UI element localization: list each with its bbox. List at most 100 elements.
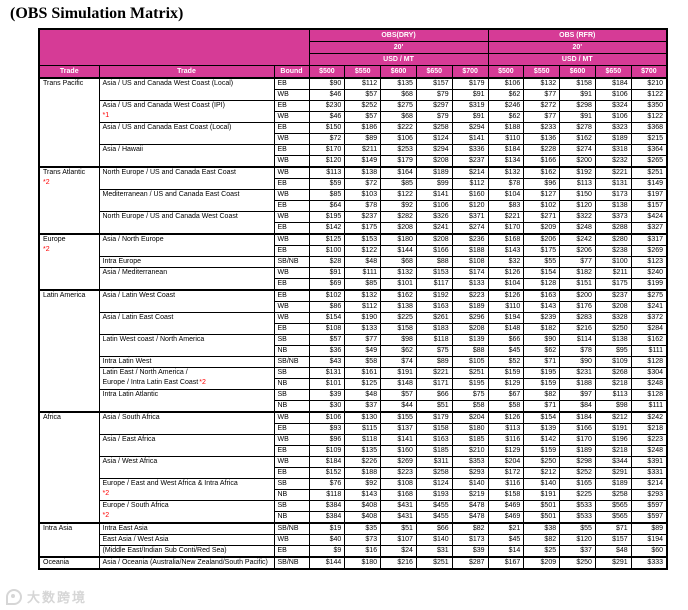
rate-cell-rfr: $251 xyxy=(630,166,668,179)
rate-cell-dry: $68 xyxy=(380,89,417,101)
rate-cell-rfr: $200 xyxy=(559,155,596,168)
table-row: Europe / East and West Africa & Intra Af… xyxy=(39,478,668,501)
rate-cell-rfr: $196 xyxy=(594,434,632,446)
rate-cell-dry: $214 xyxy=(451,166,489,179)
rate-cell-dry: $75 xyxy=(451,389,489,401)
trade-group-cell: Africa xyxy=(38,411,100,524)
rate-cell-rfr: $48 xyxy=(594,545,632,558)
rate-cell-rfr: $170 xyxy=(559,434,596,446)
rate-cell-rfr: $501 xyxy=(523,511,561,524)
rate-cell-rfr: $157 xyxy=(594,534,632,546)
rate-cell-dry: $155 xyxy=(380,411,417,424)
rate-cell-dry: $180 xyxy=(380,233,417,246)
rate-cell-rfr: $149 xyxy=(630,178,668,190)
rate-cell-rfr: $138 xyxy=(594,200,632,212)
header-unit-rfr: USD / MT xyxy=(487,53,668,66)
rate-cell-dry: $141 xyxy=(415,189,453,201)
rate-cell-rfr: $206 xyxy=(523,233,561,246)
obs-simulation-matrix-table: OBS(DRY) OBS (RFR) 20' 20' USD / MT USD … xyxy=(38,28,668,570)
rate-cell-rfr: $597 xyxy=(630,500,668,512)
rate-cell-rfr: $197 xyxy=(630,189,668,201)
header-price: $600 xyxy=(380,65,417,79)
rate-cell-rfr: $106 xyxy=(594,89,632,101)
rate-cell-rfr: $143 xyxy=(487,245,525,257)
header-price: $500 xyxy=(487,65,525,79)
table-row: Intra Latin West SB/NB $43 $58 $74 $89 $105 $52… xyxy=(39,356,668,368)
table-header: OBS(DRY) OBS (RFR) 20' 20' USD / MT USD … xyxy=(38,28,668,79)
rate-cell-rfr: $239 xyxy=(523,312,561,324)
rate-cell-dry: $118 xyxy=(344,434,382,446)
rate-cell-rfr: $271 xyxy=(523,211,561,223)
rate-cell-dry: $186 xyxy=(344,122,382,134)
rate-cell-dry: $72 xyxy=(344,178,382,190)
rate-cell-dry: $142 xyxy=(308,222,346,235)
rate-cell-dry: $174 xyxy=(451,267,489,279)
bound-cell: EB xyxy=(273,77,310,90)
rate-cell-dry: $130 xyxy=(344,411,382,424)
bound-cell: SB/NB xyxy=(273,522,310,535)
rate-cell-dry: $107 xyxy=(380,534,417,546)
rate-cell-rfr: $283 xyxy=(559,312,596,324)
bound-cell: WB xyxy=(273,89,310,101)
trade-note: *2 xyxy=(199,379,206,386)
rate-cell-dry: $48 xyxy=(344,389,382,401)
rate-cell-rfr: $288 xyxy=(594,222,632,235)
table-row: Latin West coast / North America SB $57 $77… xyxy=(39,334,668,357)
header-price: $600 xyxy=(559,65,596,79)
rate-cell-rfr: $129 xyxy=(487,378,525,390)
rate-cell-rfr: $55 xyxy=(523,256,561,268)
rate-cell-dry: $112 xyxy=(344,301,382,313)
rate-cell-dry: $170 xyxy=(308,144,346,156)
bound-cell: WB xyxy=(273,111,310,123)
rate-cell-rfr: $25 xyxy=(523,545,561,558)
trade-cell: Asia / Hawaii xyxy=(98,144,275,168)
rate-cell-dry: $85 xyxy=(344,278,382,291)
rate-cell-rfr: $250 xyxy=(594,323,632,335)
rate-cell-rfr: $109 xyxy=(594,356,632,368)
rate-cell-rfr: $58 xyxy=(487,400,525,413)
rate-cell-dry: $353 xyxy=(451,456,489,468)
rate-cell-rfr: $364 xyxy=(630,144,668,156)
rate-cell-rfr: $126 xyxy=(487,289,525,302)
rate-cell-dry: $148 xyxy=(380,378,417,390)
rate-cell-dry: $408 xyxy=(344,511,382,524)
rate-cell-rfr: $368 xyxy=(630,122,668,134)
rate-cell-rfr: $126 xyxy=(487,411,525,424)
rate-cell-dry: $221 xyxy=(415,367,453,379)
trade-cell: East Asia / West Asia xyxy=(98,534,275,546)
rate-cell-rfr: $208 xyxy=(594,301,632,313)
bound-cell: WB xyxy=(273,267,310,279)
rate-cell-dry: $78 xyxy=(344,200,382,212)
rate-cell-dry: $35 xyxy=(344,522,382,535)
rate-cell-rfr: $126 xyxy=(487,267,525,279)
trade-note: *2 xyxy=(102,512,110,519)
rate-cell-dry: $125 xyxy=(344,378,382,390)
table-row: EB $109 $135 $160 $185 $210 $129 $159 $189 $218 $2… xyxy=(39,445,668,457)
rate-cell-dry: $115 xyxy=(344,423,382,435)
rate-cell-rfr: $67 xyxy=(487,389,525,401)
rate-cell-rfr: $90 xyxy=(559,356,596,368)
rate-cell-dry: $294 xyxy=(451,122,489,134)
rate-cell-dry: $124 xyxy=(415,133,453,145)
watermark-text: 大数跨境 xyxy=(27,590,88,605)
rate-cell-rfr: $252 xyxy=(559,467,596,479)
rate-cell-rfr: $127 xyxy=(523,189,561,201)
table-row: Latin East / North America / Europe / Int… xyxy=(39,367,668,390)
rate-cell-dry: $140 xyxy=(415,534,453,546)
rate-cell-dry: $57 xyxy=(344,111,382,123)
rate-cell-rfr: $228 xyxy=(523,144,561,156)
rate-cell-rfr: $565 xyxy=(594,511,632,524)
rate-cell-dry: $91 xyxy=(451,111,489,123)
rate-cell-rfr: $175 xyxy=(523,245,561,257)
rate-cell-dry: $162 xyxy=(380,289,417,302)
rate-cell-dry: $57 xyxy=(308,334,346,346)
rate-cell-dry: $208 xyxy=(415,155,453,168)
rate-cell-dry: $77 xyxy=(344,334,382,346)
rate-cell-dry: $90 xyxy=(308,77,346,90)
rate-cell-rfr: $166 xyxy=(523,155,561,168)
header-trade-group: Trade xyxy=(38,65,100,79)
rate-cell-dry: $89 xyxy=(415,356,453,368)
rate-cell-rfr: $372 xyxy=(630,312,668,324)
rate-cell-dry: $89 xyxy=(344,133,382,145)
rate-cell-dry: $108 xyxy=(451,256,489,268)
